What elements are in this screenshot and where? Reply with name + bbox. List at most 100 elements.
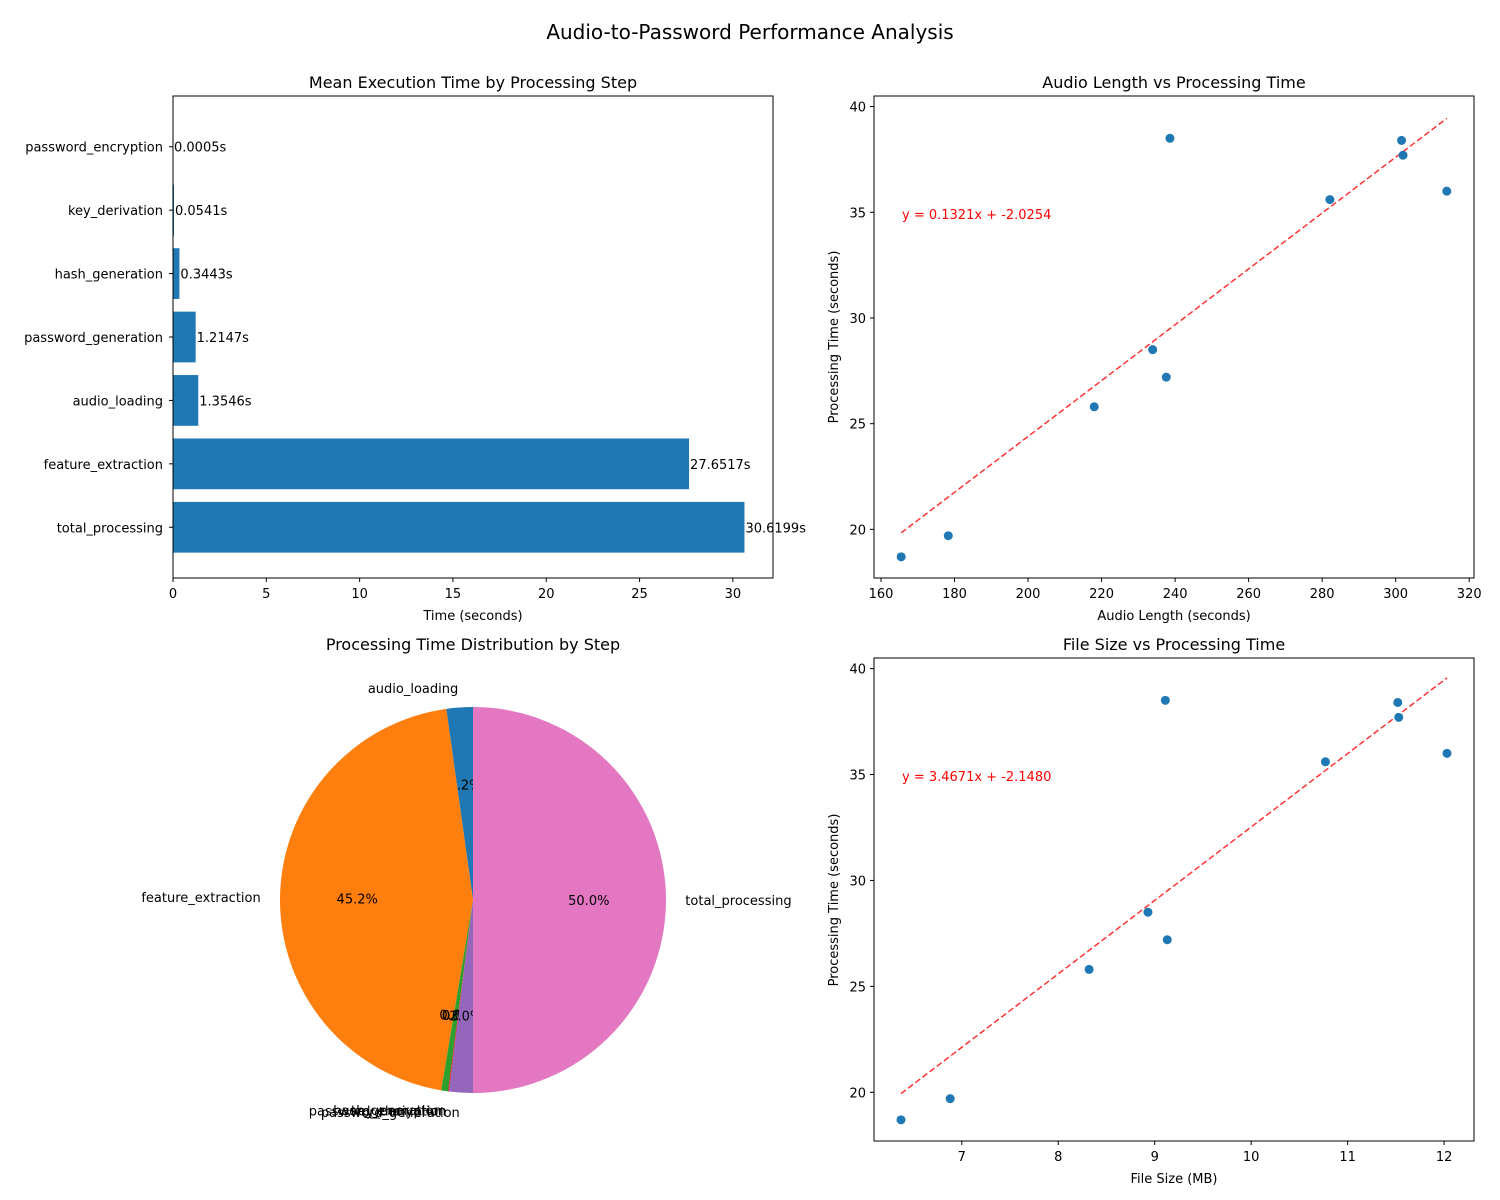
x-tick-label: 20 — [538, 587, 555, 602]
x-tick-label: 200 — [1016, 587, 1041, 602]
x-tick-label: 240 — [1163, 587, 1188, 602]
pie-slice-label: audio_loading — [368, 682, 458, 697]
bar-data-label: 0.0005s — [174, 141, 226, 156]
pie-slice-label: key_derivation — [351, 1105, 446, 1120]
pie-slice — [473, 707, 666, 1093]
scatter-point — [1398, 150, 1408, 160]
y-tick-label: password_encryption — [25, 141, 163, 156]
scatter-filesize-ylabel: Processing Time (seconds) — [827, 814, 842, 987]
x-tick-label: 300 — [1383, 587, 1408, 602]
y-tick-label: 20 — [849, 523, 866, 538]
scatter-point — [1161, 372, 1171, 382]
scatter-point — [1084, 964, 1094, 974]
bar — [173, 311, 196, 363]
scatter-point — [1162, 935, 1172, 945]
bar-chart-title: Mean Execution Time by Processing Step — [309, 73, 637, 92]
scatter-audio-plot-area: y = 0.1321x + -2.0254 160 180 200 220 240 260 2… — [849, 101, 1481, 602]
pie-slice — [280, 708, 473, 1091]
pie-slice-label: hash_generation — [333, 1104, 441, 1119]
scatter-point — [1160, 695, 1170, 705]
x-tick-label: 12 — [1436, 1150, 1453, 1165]
y-tick-label: 30 — [849, 874, 866, 889]
x-tick-label: 0 — [169, 587, 177, 602]
scatter-point — [1325, 195, 1335, 205]
y-tick-label: 30 — [849, 312, 866, 327]
trend-equation-label: y = 0.1321x + -2.0254 — [902, 208, 1051, 223]
y-tick-label: 40 — [849, 663, 866, 678]
scatter-point — [945, 1094, 955, 1104]
bar-data-label: 0.0541s — [175, 204, 227, 219]
pie-slice — [449, 900, 473, 1093]
bar-data-label: 27.6517s — [690, 458, 751, 473]
scatter-point — [1089, 402, 1099, 412]
figure-title: Audio-to-Password Performance Analysis — [546, 20, 953, 44]
bar — [173, 375, 199, 426]
scatter-point — [1165, 133, 1175, 143]
x-tick-label: 180 — [942, 587, 967, 602]
y-tick-label: key_derivation — [68, 204, 163, 219]
x-tick-label: 8 — [1054, 1150, 1062, 1165]
y-tick-label: feature_extraction — [44, 458, 163, 473]
trend-equation-label: y = 3.4671x + -2.1480 — [902, 770, 1051, 785]
pie-slice-label: password_generation — [321, 1106, 460, 1121]
scatter-point — [1393, 697, 1403, 707]
pie-slice-label: password_encryption — [309, 1105, 447, 1120]
bar — [173, 438, 690, 490]
scatter-point — [1442, 748, 1452, 758]
bar-chart-frame — [172, 95, 774, 579]
scatter-audio-title: Audio Length vs Processing Time — [1042, 73, 1305, 92]
bar-data-label: 0.3443s — [180, 268, 232, 283]
x-tick-label: 10 — [351, 587, 368, 602]
scatter-point — [896, 552, 906, 562]
y-tick-label: 40 — [849, 101, 866, 116]
scatter-point — [1148, 345, 1158, 355]
x-tick-label: 220 — [1089, 587, 1114, 602]
scatter-filesize-title: File Size vs Processing Time — [1063, 635, 1285, 654]
scatter-audio-ylabel: Processing Time (seconds) — [827, 251, 842, 424]
pie-slice-label: total_processing — [685, 894, 791, 909]
bar-data-label: 30.6199s — [745, 521, 806, 536]
y-tick-label: 25 — [849, 980, 866, 995]
pie-slice — [448, 900, 473, 1092]
scatter-point — [896, 1115, 906, 1125]
scatter-audio-xlabel: Audio Length (seconds) — [1097, 609, 1250, 624]
x-tick-label: 25 — [631, 587, 648, 602]
x-tick-label: 320 — [1457, 587, 1482, 602]
scatter-audio-frame — [873, 95, 1475, 579]
scatter-point — [1397, 135, 1407, 145]
y-tick-label: audio_loading — [73, 394, 163, 409]
bar — [173, 184, 175, 236]
pie-pct-label: 45.2% — [337, 892, 378, 907]
x-tick-label: 30 — [725, 587, 742, 602]
x-tick-label: 160 — [869, 587, 894, 602]
scatter-point — [1320, 757, 1330, 767]
pie-slice — [446, 707, 473, 900]
bar — [173, 248, 180, 299]
pie-chart-title: Processing Time Distribution by Step — [326, 635, 620, 654]
x-tick-label: 10 — [1243, 1150, 1260, 1165]
pie-pct-label: 50.0% — [568, 894, 609, 909]
pie-chart-distribution: Processing Time Distribution by Step aud… — [141, 635, 791, 1121]
pie-slice — [447, 900, 473, 1092]
scatter-file-size: File Size vs Processing Time y = 3.4671x… — [827, 635, 1475, 1187]
scatter-filesize-frame — [873, 657, 1475, 1142]
scatter-point — [1394, 712, 1404, 722]
y-tick-label: hash_generation — [55, 268, 163, 283]
bar-chart-execution-time: Mean Execution Time by Processing Step t… — [24, 73, 806, 624]
trend-line — [900, 117, 1448, 534]
y-tick-label: 35 — [849, 769, 866, 784]
x-tick-label: 11 — [1339, 1150, 1356, 1165]
x-tick-label: 15 — [445, 587, 462, 602]
scatter-filesize-plot-area: y = 3.4671x + -2.1480 7 8 9 10 11 12 20 25 30 35 40 — [849, 663, 1452, 1165]
x-tick-label: 280 — [1310, 587, 1335, 602]
x-tick-label: 260 — [1236, 587, 1261, 602]
y-tick-label: 20 — [849, 1086, 866, 1101]
scatter-filesize-xlabel: File Size (MB) — [1131, 1172, 1218, 1187]
bar-plot-area: total_processing 30.6199s feature_extracti… — [24, 121, 806, 602]
pie-slice-label: feature_extraction — [141, 891, 260, 906]
x-tick-label: 7 — [958, 1150, 966, 1165]
scatter-point — [1442, 186, 1452, 196]
bar-chart-xlabel: Time (seconds) — [422, 609, 522, 624]
